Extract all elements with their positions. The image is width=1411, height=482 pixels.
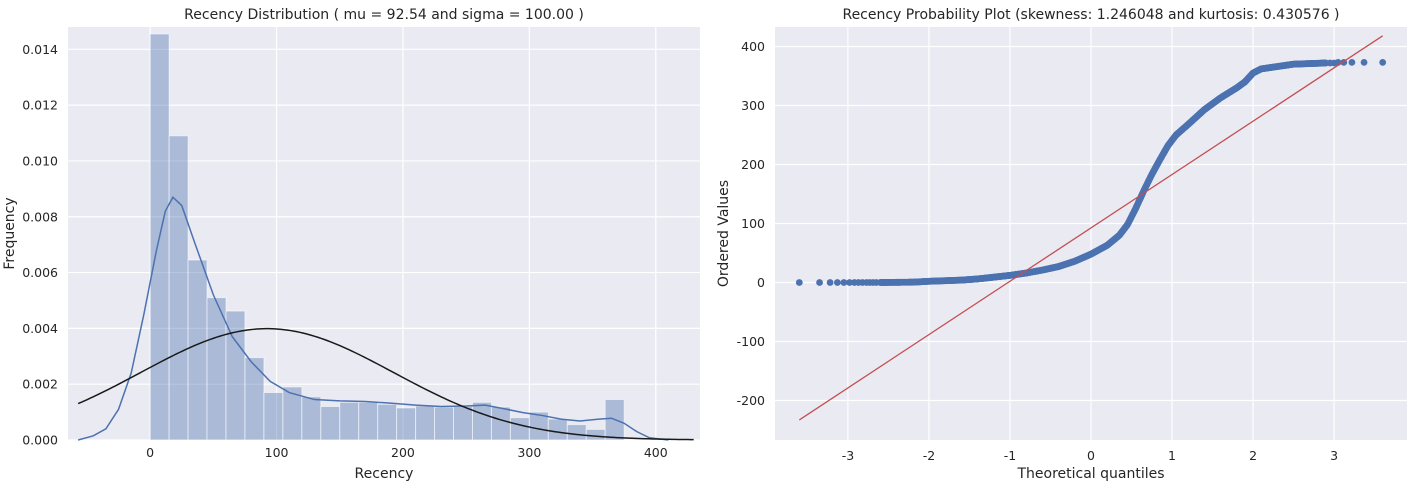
probability-x-tick-label: -2 (923, 448, 935, 463)
distribution-y-axis-label: Frequency (2, 197, 18, 269)
histogram-bar (434, 406, 455, 441)
histogram-bar (509, 417, 530, 441)
histogram-bar (320, 406, 341, 441)
distribution-y-tick-labels: 0.000 0.002 0.004 0.006 0.008 0.010 0.012 0.014 (22, 42, 58, 448)
histogram-bar (547, 418, 568, 441)
probability-point (816, 279, 823, 286)
distribution-title: Recency Distribution ( mu = 92.54 and si… (184, 7, 584, 23)
histogram-bar (206, 297, 227, 441)
kde-line (77, 196, 669, 441)
histogram-bar (358, 401, 379, 441)
probability-plot: -3 -2 -1 0 1 2 3 -200 -100 0 100 200 300 400 Recency… (716, 7, 1407, 482)
probability-point (840, 279, 848, 286)
distribution-y-tick-label: 0.014 (22, 42, 58, 57)
probability-y-tick-label: 100 (741, 216, 765, 231)
distribution-y-tick-label: 0.012 (22, 98, 58, 113)
probability-points (795, 59, 1387, 286)
probability-y-axis-label: Ordered Values (716, 180, 732, 287)
probability-point (795, 279, 803, 286)
histogram-bar (490, 406, 511, 441)
histogram-bar (168, 135, 189, 441)
distribution-x-tick-labels: 0 100 200 300 400 (146, 445, 668, 460)
distribution-y-tick-label: 0.000 (22, 433, 58, 448)
histogram-bars (149, 33, 625, 441)
histogram-bar (377, 403, 398, 441)
distribution-gridlines (68, 27, 700, 441)
probability-x-tick-label: -3 (842, 448, 854, 463)
probability-point (846, 279, 853, 286)
distribution-x-axis-label: Recency (355, 466, 414, 482)
probability-x-tick-label: 3 (1330, 448, 1338, 463)
probability-x-tick-label: -1 (1004, 448, 1016, 463)
probability-y-tick-label: 300 (741, 98, 765, 113)
probability-gridlines (775, 27, 1407, 440)
probability-title: Recency Probability Plot (skewness: 1.24… (842, 7, 1339, 23)
histogram-bar (415, 405, 436, 441)
normal-fit-line (77, 327, 694, 441)
distribution-plot-area (68, 27, 700, 440)
distribution-plot: 0 100 200 300 400 0.0000.0020.0040.0060.0080… (2, 7, 700, 482)
probability-y-tick-label: 200 (741, 157, 765, 172)
probability-x-tick-label: 1 (1168, 448, 1176, 463)
probability-point (833, 279, 841, 286)
distribution-x-tick-label: 0 (146, 445, 154, 460)
probability-fit-line (798, 35, 1384, 421)
probability-y-tick-label: 0 (757, 275, 765, 290)
distribution-x-tick-label: 400 (644, 445, 668, 460)
probability-point (872, 279, 880, 286)
distribution-y-tick-label: 0.010 (22, 153, 58, 168)
distribution-y-tick-label: 0.008 (22, 209, 58, 224)
probability-y-tick-labels: -200 -100 0 100 200 300 400 (737, 39, 765, 408)
probability-x-axis-label: Theoretical quantiles (1016, 466, 1164, 482)
histogram-bar (396, 407, 417, 441)
probability-y-tick-label: 400 (741, 39, 765, 54)
probability-y-tick-label: -200 (737, 393, 765, 408)
histogram-bar (263, 392, 284, 441)
probability-y-tick-label: -100 (737, 334, 765, 349)
distribution-x-tick-label: 200 (391, 445, 415, 460)
histogram-bar (471, 401, 492, 441)
probability-point (1348, 59, 1356, 66)
histogram-bar (301, 396, 322, 441)
probability-point (1360, 59, 1368, 66)
probability-point (826, 279, 834, 286)
probability-point (1379, 59, 1387, 66)
histogram-bar (585, 428, 606, 441)
distribution-x-tick-label: 100 (265, 445, 289, 460)
distribution-y-tick-label: 0.006 (22, 265, 58, 280)
probability-x-tick-label: 2 (1249, 448, 1257, 463)
distribution-y-tick-label: 0.002 (22, 377, 58, 392)
histogram-bar (187, 259, 208, 441)
probability-x-tick-labels: -3 -2 -1 0 1 2 3 (842, 448, 1338, 463)
histogram-bar (566, 424, 587, 441)
histogram-bar (339, 401, 360, 441)
distribution-y-tick-label: 0.004 (22, 321, 58, 336)
probability-x-tick-label: 0 (1087, 448, 1095, 463)
histogram-bar (453, 406, 473, 441)
distribution-x-tick-label: 300 (517, 445, 541, 460)
histogram-bar (244, 357, 265, 441)
